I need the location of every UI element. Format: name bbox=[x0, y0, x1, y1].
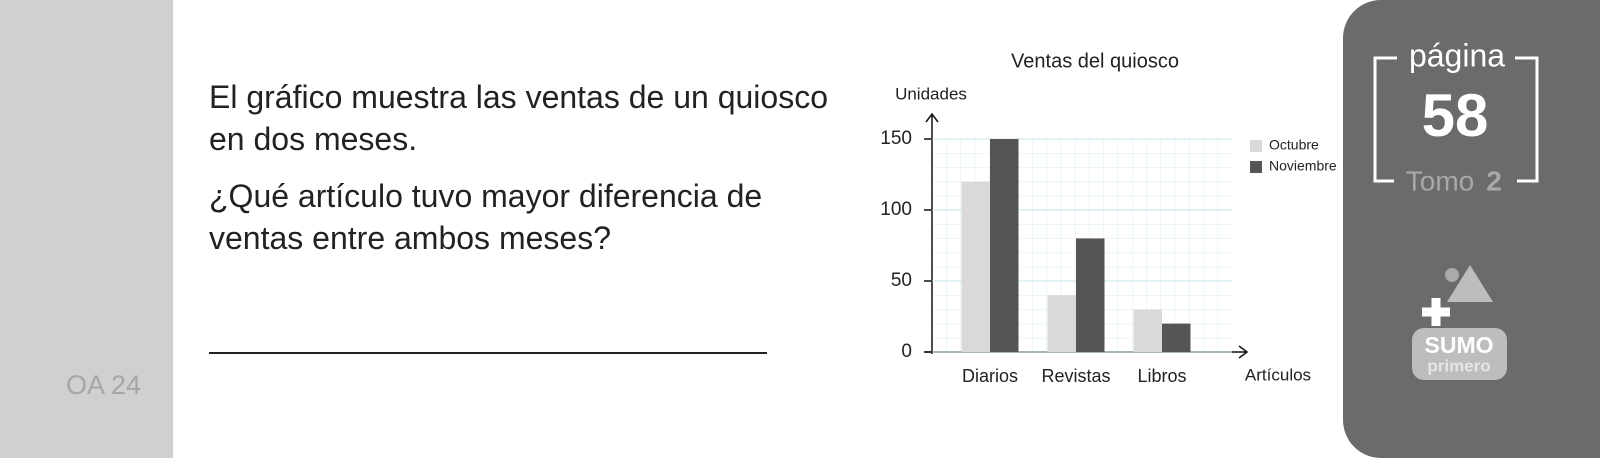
bar bbox=[990, 139, 1019, 352]
y-tick-label: 0 bbox=[901, 341, 912, 362]
logo-name: SUMO bbox=[1425, 332, 1494, 358]
legend-swatch bbox=[1250, 161, 1262, 173]
page-badge bbox=[1373, 56, 1539, 183]
sidebar bbox=[0, 0, 173, 458]
page-number: 58 bbox=[1422, 82, 1489, 149]
page-label: página bbox=[1409, 37, 1505, 73]
side-panel bbox=[1343, 0, 1600, 458]
y-axis-label: Unidades bbox=[895, 84, 967, 103]
prompt: ¿Qué artículo tuvo mayor diferencia de v… bbox=[209, 178, 763, 256]
legend-label: Noviembre bbox=[1269, 158, 1337, 174]
y-tick-label: 100 bbox=[880, 199, 912, 220]
x-tick-label: Diarios bbox=[962, 366, 1018, 386]
bar bbox=[1076, 238, 1105, 352]
x-tick-label: Revistas bbox=[1041, 366, 1110, 386]
logo-art bbox=[1412, 265, 1507, 380]
volume-label: Tomo bbox=[1406, 165, 1474, 196]
bar bbox=[1047, 295, 1076, 352]
x-axis-label: Artículos bbox=[1245, 365, 1311, 384]
answer-line bbox=[209, 352, 767, 354]
bar bbox=[961, 181, 990, 352]
legend-swatch bbox=[1250, 140, 1262, 152]
x-tick-label: Libros bbox=[1137, 366, 1186, 386]
logo-subtitle: primero bbox=[1427, 356, 1490, 375]
chart-title: Ventas del quiosco bbox=[1011, 50, 1179, 72]
volume-number: 2 bbox=[1486, 165, 1502, 196]
legend-label: Octubre bbox=[1269, 137, 1319, 153]
y-tick-label: 50 bbox=[891, 270, 912, 291]
y-tick-label: 150 bbox=[880, 128, 912, 149]
y-axis bbox=[925, 112, 939, 354]
bar bbox=[1133, 309, 1162, 352]
statement: El gráfico muestra las ventas de un quio… bbox=[209, 79, 828, 157]
bar bbox=[1162, 323, 1191, 352]
objective-code: OA 24 bbox=[66, 370, 142, 400]
